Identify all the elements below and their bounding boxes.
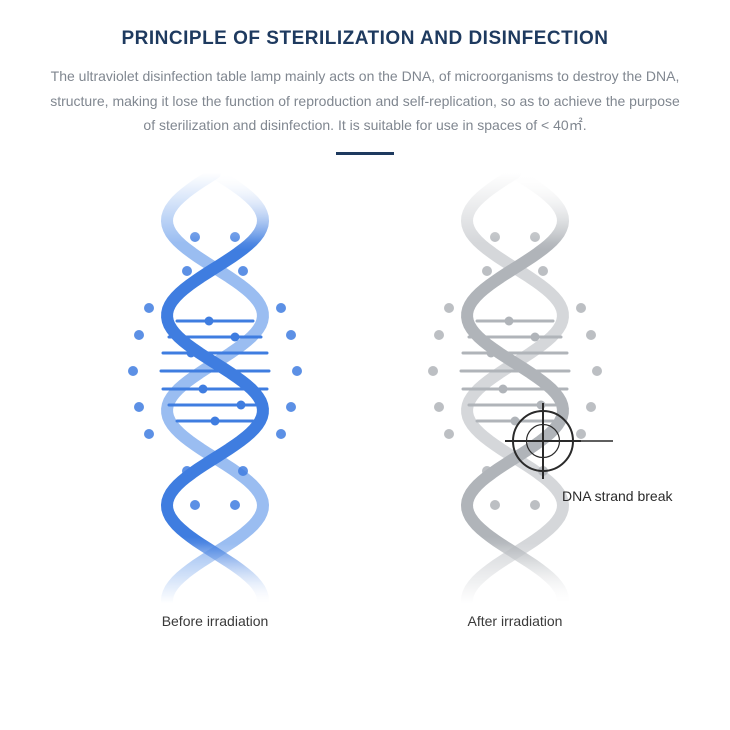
caption-after: After irradiation bbox=[468, 613, 563, 629]
dna-before-icon bbox=[115, 173, 315, 603]
page-title: PRINCIPLE OF STERILIZATION AND DISINFECT… bbox=[46, 28, 684, 50]
description-text: The ultraviolet disinfection table lamp … bbox=[46, 64, 684, 138]
caption-before: Before irradiation bbox=[162, 613, 269, 629]
divider bbox=[336, 152, 394, 155]
annotation-label: DNA strand break bbox=[562, 488, 673, 504]
dna-after-block: After irradiation bbox=[400, 173, 630, 629]
dna-after-icon bbox=[415, 173, 615, 603]
diagram-area: Before irradiation After irradiation DNA… bbox=[46, 173, 684, 629]
dna-before-block: Before irradiation bbox=[100, 173, 330, 629]
